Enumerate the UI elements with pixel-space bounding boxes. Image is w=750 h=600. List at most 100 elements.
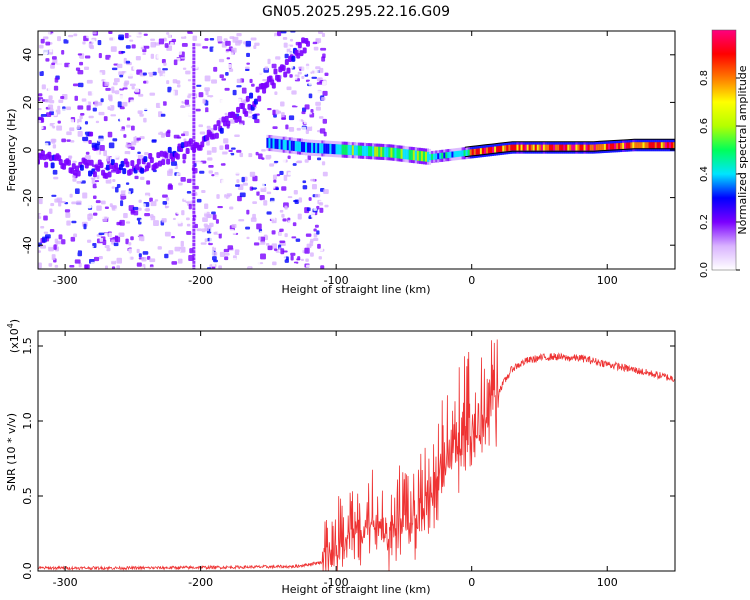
spectrogram-cell xyxy=(282,37,288,40)
spectrogram-cell xyxy=(51,194,57,197)
spectrogram-cell xyxy=(252,201,258,204)
spectrogram-line-cell xyxy=(274,138,279,149)
spectrogram-cell xyxy=(130,146,135,151)
spectrogram-cell xyxy=(100,200,106,205)
spectrogram-cell xyxy=(154,199,159,202)
spectrogram-spike-cell xyxy=(192,164,196,168)
spectrogram-cell xyxy=(228,101,232,107)
spectrogram-cell xyxy=(132,121,137,126)
spectrogram-cell xyxy=(137,240,142,246)
spectrogram-spike-cell xyxy=(192,175,196,179)
spectrogram-line-cell xyxy=(597,144,602,151)
spectrogram-cell xyxy=(205,112,210,115)
spectrogram-cell xyxy=(172,217,176,220)
spectrogram-cell xyxy=(134,175,139,180)
spectrogram-cell xyxy=(298,197,303,203)
spectrogram-cell xyxy=(236,179,240,184)
spectrogram-spike-cell xyxy=(192,150,196,154)
spectrogram-line-cell xyxy=(540,144,545,151)
spectrogram-cell xyxy=(176,136,182,139)
spectrogram-cell xyxy=(178,217,184,223)
spectrogram-cell xyxy=(175,68,179,72)
spectrogram-arc-cell xyxy=(146,162,151,169)
spectrogram-line-cell xyxy=(522,144,527,151)
spectrogram-cell xyxy=(168,210,173,216)
spectrogram-cell xyxy=(280,207,285,210)
spectrogram-cell xyxy=(52,129,58,135)
spectrogram-cell xyxy=(265,101,272,104)
spectrogram-spike-cell xyxy=(192,235,196,239)
spectrogram-cell xyxy=(96,181,103,187)
spectrogram-line-cell xyxy=(567,144,572,151)
spectrogram-line-cell xyxy=(349,145,354,156)
spectrogram-cell xyxy=(303,71,308,75)
spectrogram-cell xyxy=(259,194,265,201)
spectrogram-cell xyxy=(281,186,287,191)
spectrogram-cell xyxy=(76,200,82,206)
spectrogram-line-cell xyxy=(534,144,539,151)
spectrogram-arc-cell xyxy=(166,158,171,165)
spectrogram-cell xyxy=(186,231,192,235)
spectrogram-cell xyxy=(92,31,97,35)
spectrogram-line-cell xyxy=(632,142,637,149)
spectrogram-cell xyxy=(91,87,96,93)
spectrogram-cell xyxy=(59,179,65,186)
spectrogram-cell xyxy=(274,59,279,64)
snr-scale-factor: (x104) xyxy=(6,319,21,353)
spectrogram-cell xyxy=(146,180,151,185)
spectrogram-cell xyxy=(57,141,62,147)
spectrogram-cell xyxy=(180,240,184,247)
spectrogram-cell xyxy=(208,170,213,174)
spectrogram-line-cell xyxy=(618,143,623,150)
spectrogram-spike-cell xyxy=(192,68,196,72)
spectrogram-cell xyxy=(257,68,263,74)
spectrogram-line-cell xyxy=(402,149,407,160)
spectrogram-cell xyxy=(140,176,145,180)
spectrogram-line-cell xyxy=(292,140,297,151)
spectrogram-cell xyxy=(227,201,232,205)
spectrogram-cell xyxy=(216,36,223,42)
spectrogram-line-cell xyxy=(345,144,350,155)
spectrogram-spike-cell xyxy=(192,53,196,57)
spectrogram-cell xyxy=(278,110,282,114)
snr-x-tick-label: -100 xyxy=(324,576,349,589)
spectrogram-cell xyxy=(209,37,215,41)
spectrogram-cell xyxy=(102,63,106,70)
spectrogram-line-cell xyxy=(327,143,332,154)
spectrogram-arc-cell xyxy=(157,160,162,167)
spectrogram-cell xyxy=(250,37,257,41)
spectrogram-cell xyxy=(111,266,116,269)
spectrogram-cell xyxy=(158,38,165,45)
spectrogram-cell xyxy=(251,187,258,190)
spectrogram-cell xyxy=(115,233,120,236)
spectrogram-cell xyxy=(228,149,233,153)
spectrogram-cell xyxy=(121,50,126,54)
spectrogram-cell xyxy=(317,157,322,161)
spectrogram-cell xyxy=(61,239,66,245)
spectrogram-line-cell xyxy=(510,144,515,151)
spectrogram-cell xyxy=(161,83,167,87)
spectrogram-line-cell xyxy=(664,142,669,149)
spectrogram-cell xyxy=(109,203,113,208)
spectrogram-cell xyxy=(143,80,147,84)
spectrogram-cell xyxy=(201,149,208,156)
spectrogram-line-cell xyxy=(388,147,393,158)
spectrogram-cell xyxy=(297,60,303,65)
spectrogram-cell xyxy=(223,213,227,219)
spectrogram-cell xyxy=(304,159,309,163)
spectrogram-cell xyxy=(72,178,77,182)
spectrogram-cell xyxy=(217,231,222,234)
spectrogram-cell xyxy=(246,236,250,240)
spectrogram-cell xyxy=(271,243,278,249)
spectrogram-arc-cell xyxy=(159,150,164,157)
spectrogram-cell xyxy=(318,116,324,119)
spectrogram-line-cell xyxy=(609,143,614,150)
spectrogram-cell xyxy=(263,200,268,206)
spectrogram-arc-cell xyxy=(184,141,189,148)
spectrogram-spike-cell xyxy=(192,171,196,175)
spectrogram-cell xyxy=(185,199,192,202)
spectrogram-cell xyxy=(126,176,131,180)
spectrogram-cell xyxy=(93,212,98,216)
spectrogram-cell xyxy=(158,187,165,194)
spectrogram-cell xyxy=(299,184,304,187)
